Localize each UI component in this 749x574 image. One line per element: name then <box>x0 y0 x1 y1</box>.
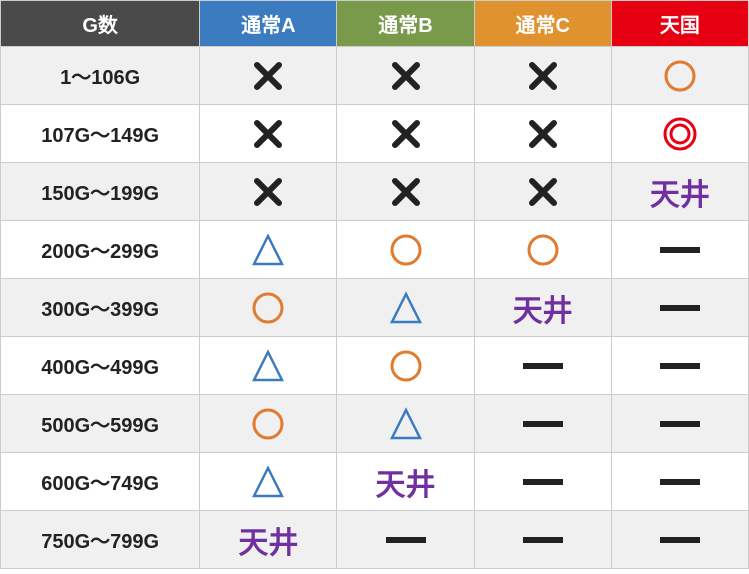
table-row: 1～106G <box>1 47 749 105</box>
header-cell-1: 通常A <box>200 1 337 47</box>
x-icon <box>391 177 421 207</box>
data-cell <box>200 163 337 221</box>
data-cell <box>474 511 611 569</box>
data-cell <box>611 279 748 337</box>
header-row: G数通常A通常B通常C天国 <box>1 1 749 47</box>
tenjo-mark: 天井 <box>238 527 298 560</box>
header-cell-2: 通常B <box>337 1 474 47</box>
x-icon <box>528 119 558 149</box>
data-cell <box>337 511 474 569</box>
table-row: 107G～149G <box>1 105 749 163</box>
x-icon <box>528 61 558 91</box>
data-cell <box>337 395 474 453</box>
data-cell <box>337 47 474 105</box>
row-label: 107G～149G <box>1 105 200 163</box>
circle-icon <box>251 291 285 325</box>
tenjo-mark: 天井 <box>513 295 573 328</box>
circle-icon <box>389 233 423 267</box>
row-label: 200G～299G <box>1 221 200 279</box>
row-label: 300G～399G <box>1 279 200 337</box>
dash-icon <box>523 419 563 429</box>
tenjo-mark: 天井 <box>650 179 710 212</box>
dash-icon <box>523 477 563 487</box>
data-cell <box>611 221 748 279</box>
x-icon <box>528 177 558 207</box>
table-row: 750G～799G 天井 <box>1 511 749 569</box>
dash-icon <box>523 361 563 371</box>
data-cell <box>337 221 474 279</box>
triangle-icon <box>251 465 285 499</box>
x-icon <box>253 61 283 91</box>
data-cell <box>337 337 474 395</box>
circle-icon <box>526 233 560 267</box>
header-cell-3: 通常C <box>474 1 611 47</box>
dash-icon <box>660 245 700 255</box>
data-cell <box>611 337 748 395</box>
data-cell <box>474 337 611 395</box>
x-icon <box>253 119 283 149</box>
header-cell-0: G数 <box>1 1 200 47</box>
dash-icon <box>660 477 700 487</box>
dash-icon <box>523 535 563 545</box>
data-cell <box>474 163 611 221</box>
data-cell <box>200 395 337 453</box>
data-cell <box>200 279 337 337</box>
data-cell <box>474 105 611 163</box>
row-label: 400G～499G <box>1 337 200 395</box>
row-label: 1～106G <box>1 47 200 105</box>
data-cell <box>611 453 748 511</box>
data-cell <box>200 453 337 511</box>
table-row: 500G～599G <box>1 395 749 453</box>
data-cell <box>474 221 611 279</box>
table-row: 600G～749G 天井 <box>1 453 749 511</box>
data-cell: 天井 <box>200 511 337 569</box>
data-cell: 天井 <box>611 163 748 221</box>
data-cell: 天井 <box>337 453 474 511</box>
data-cell <box>200 221 337 279</box>
mode-table: G数通常A通常B通常C天国1～106G107G～149G150G～199G天井2… <box>0 0 749 569</box>
data-cell <box>200 337 337 395</box>
circle-icon <box>663 59 697 93</box>
circle-icon <box>251 407 285 441</box>
row-label: 500G～599G <box>1 395 200 453</box>
data-cell <box>611 47 748 105</box>
circle-icon <box>389 349 423 383</box>
row-label: 150G～199G <box>1 163 200 221</box>
data-cell <box>611 511 748 569</box>
data-cell <box>611 105 748 163</box>
x-icon <box>391 61 421 91</box>
row-label: 600G～749G <box>1 453 200 511</box>
data-cell <box>474 453 611 511</box>
header-cell-4: 天国 <box>611 1 748 47</box>
row-label: 750G～799G <box>1 511 200 569</box>
data-cell <box>474 47 611 105</box>
table-row: 300G～399G 天井 <box>1 279 749 337</box>
triangle-icon <box>389 291 423 325</box>
data-cell: 天井 <box>474 279 611 337</box>
triangle-icon <box>251 349 285 383</box>
table-row: 400G～499G <box>1 337 749 395</box>
dash-icon <box>660 419 700 429</box>
data-cell <box>337 279 474 337</box>
x-icon <box>253 177 283 207</box>
tenjo-mark: 天井 <box>376 469 436 502</box>
triangle-icon <box>389 407 423 441</box>
data-cell <box>337 105 474 163</box>
x-icon <box>391 119 421 149</box>
table-row: 200G～299G <box>1 221 749 279</box>
data-cell <box>200 47 337 105</box>
table-row: 150G～199G 天井 <box>1 163 749 221</box>
data-cell <box>611 395 748 453</box>
dash-icon <box>660 303 700 313</box>
double-circle-icon <box>662 116 698 152</box>
dash-icon <box>660 535 700 545</box>
data-cell <box>474 395 611 453</box>
triangle-icon <box>251 233 285 267</box>
dash-icon <box>386 535 426 545</box>
data-cell <box>200 105 337 163</box>
dash-icon <box>660 361 700 371</box>
data-cell <box>337 163 474 221</box>
